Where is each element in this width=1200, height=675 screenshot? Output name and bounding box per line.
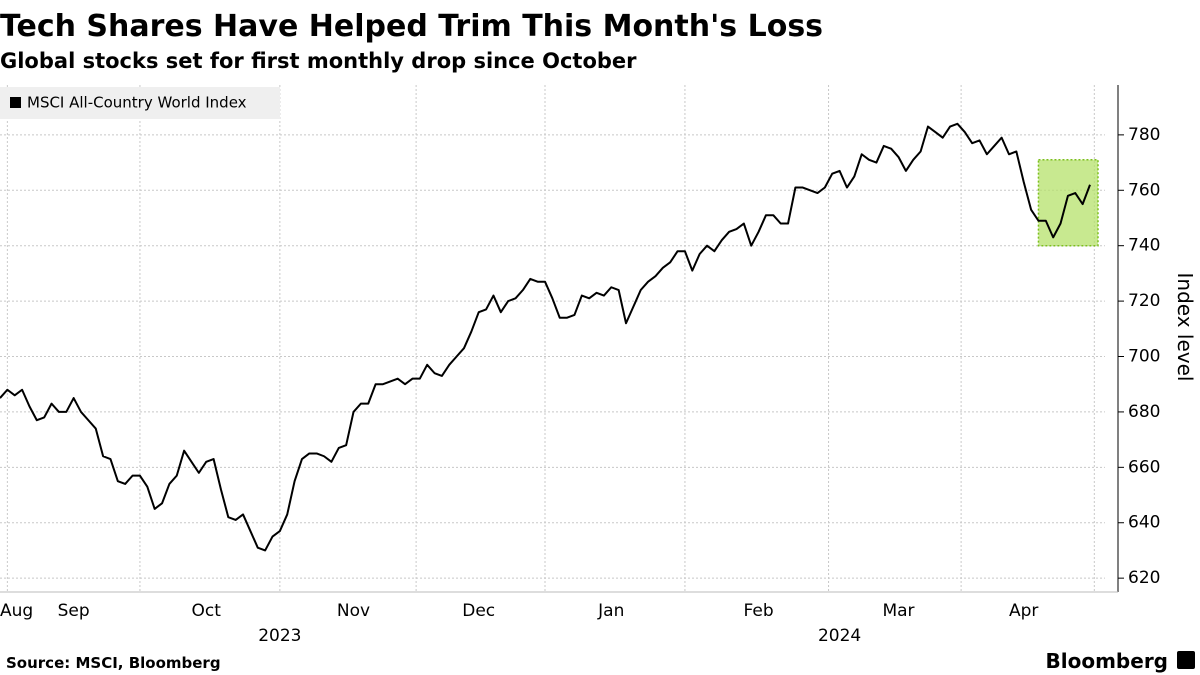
y-tick-label: 740 [1128,236,1160,256]
y-tick-label: 640 [1128,513,1160,533]
x-tick-label: Apr [1009,601,1038,621]
series-line [0,122,1091,552]
brand-icon [1177,651,1195,669]
y-tick-label: 620 [1128,568,1160,588]
legend-box [0,87,280,119]
x-tick-label: Feb [744,601,774,621]
brand: Bloomberg [1046,649,1168,673]
x-tick-label: Oct [192,601,222,621]
y-axis-label: Index level [1173,273,1197,382]
x-tick-label: Aug [0,601,33,621]
x-year-label: 2024 [818,626,861,646]
x-tick-label: Mar [882,601,914,621]
x-tick-label: Sep [58,601,90,621]
y-tick-label: 780 [1128,125,1160,145]
y-tick-label: 760 [1128,180,1160,200]
source: Source: MSCI, Bloomberg [6,654,221,672]
y-tick-label: 720 [1128,291,1160,311]
legend-swatch [10,97,21,108]
chart-title: Tech Shares Have Helped Trim This Month'… [0,9,823,44]
highlight-box [1037,159,1099,247]
legend-label: MSCI All-Country World Index [27,94,247,112]
y-tick-label: 700 [1128,347,1160,367]
y-tick-label: 680 [1128,402,1160,422]
x-tick-label: Nov [337,601,370,621]
chart-subtitle: Global stocks set for first monthly drop… [0,49,637,73]
x-year-label: 2023 [258,626,301,646]
x-tick-label: Dec [462,601,495,621]
x-tick-label: Jan [597,601,624,621]
y-tick-label: 660 [1128,457,1160,477]
